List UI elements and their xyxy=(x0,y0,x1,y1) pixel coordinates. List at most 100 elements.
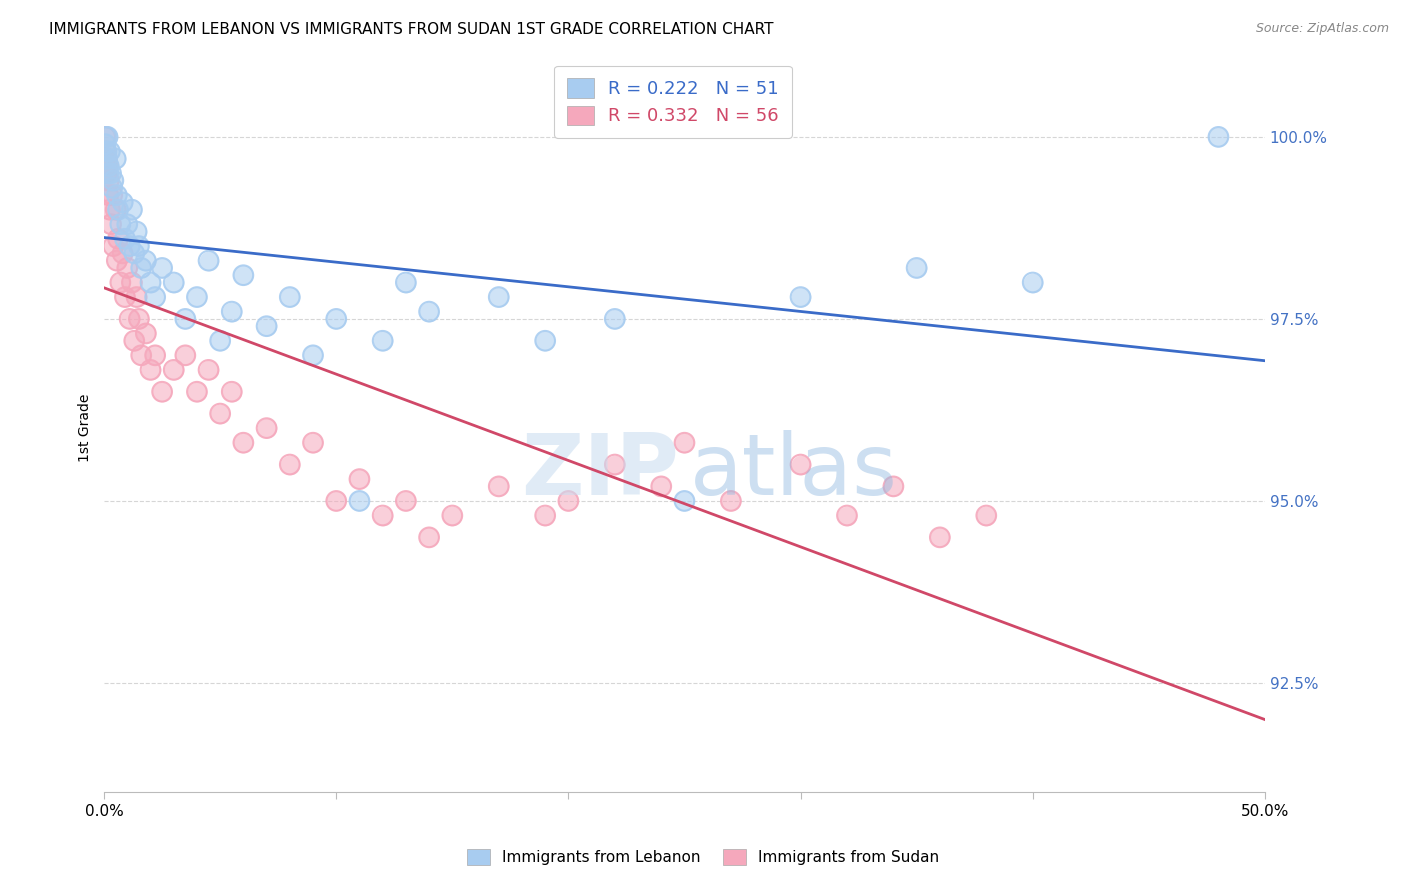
Point xyxy=(139,363,162,377)
Point xyxy=(135,253,157,268)
Point xyxy=(101,188,124,202)
Point xyxy=(128,239,150,253)
Point xyxy=(94,129,117,144)
Point xyxy=(139,276,162,290)
Point xyxy=(302,348,325,362)
Point xyxy=(673,494,696,508)
Point xyxy=(100,217,122,231)
Point xyxy=(104,202,127,217)
Point xyxy=(395,276,418,290)
Point xyxy=(418,304,440,318)
Point xyxy=(534,508,557,523)
Point xyxy=(441,508,464,523)
Point xyxy=(197,363,219,377)
Point xyxy=(97,173,120,187)
Point xyxy=(150,384,173,399)
Text: IMMIGRANTS FROM LEBANON VS IMMIGRANTS FROM SUDAN 1ST GRADE CORRELATION CHART: IMMIGRANTS FROM LEBANON VS IMMIGRANTS FR… xyxy=(49,22,773,37)
Point xyxy=(104,202,127,217)
Legend: Immigrants from Lebanon, Immigrants from Sudan: Immigrants from Lebanon, Immigrants from… xyxy=(461,843,945,871)
Point xyxy=(122,334,145,348)
Point xyxy=(603,458,626,472)
Point xyxy=(128,312,150,326)
Point xyxy=(103,173,125,187)
Point xyxy=(349,472,371,486)
Point xyxy=(418,304,440,318)
Point xyxy=(129,348,152,362)
Point xyxy=(96,129,118,144)
Point xyxy=(278,458,301,472)
Point xyxy=(100,166,122,180)
Point xyxy=(534,508,557,523)
Point xyxy=(107,202,129,217)
Point xyxy=(135,253,157,268)
Point xyxy=(114,290,136,304)
Point xyxy=(441,508,464,523)
Point xyxy=(94,145,117,159)
Point xyxy=(150,260,173,275)
Point xyxy=(174,312,197,326)
Point xyxy=(96,166,118,180)
Point xyxy=(117,217,139,231)
Point xyxy=(789,290,811,304)
Point xyxy=(302,435,325,450)
Point xyxy=(209,334,232,348)
Point xyxy=(125,290,148,304)
Point xyxy=(96,166,118,180)
Point xyxy=(488,479,510,493)
Point xyxy=(96,152,118,166)
Point xyxy=(107,232,129,246)
Point xyxy=(118,312,141,326)
Point xyxy=(121,202,143,217)
Y-axis label: 1st Grade: 1st Grade xyxy=(79,394,93,462)
Legend: R = 0.222   N = 51, R = 0.332   N = 56: R = 0.222 N = 51, R = 0.332 N = 56 xyxy=(554,66,792,138)
Point xyxy=(96,145,118,159)
Point xyxy=(97,159,120,173)
Point xyxy=(221,384,243,399)
Point xyxy=(789,458,811,472)
Point xyxy=(232,435,254,450)
Point xyxy=(111,195,134,210)
Point xyxy=(256,421,278,435)
Point xyxy=(111,246,134,260)
Point xyxy=(418,530,440,544)
Text: ZIP: ZIP xyxy=(520,430,679,513)
Point xyxy=(139,363,162,377)
Point xyxy=(121,276,143,290)
Point xyxy=(129,260,152,275)
Point xyxy=(111,195,134,210)
Point xyxy=(186,384,208,399)
Point xyxy=(209,334,232,348)
Point xyxy=(97,173,120,187)
Point xyxy=(110,276,132,290)
Point xyxy=(197,363,219,377)
Point xyxy=(94,137,117,152)
Point xyxy=(96,152,118,166)
Point xyxy=(603,312,626,326)
Point xyxy=(105,253,128,268)
Point xyxy=(150,384,173,399)
Point xyxy=(101,188,124,202)
Point xyxy=(488,479,510,493)
Point xyxy=(232,435,254,450)
Point xyxy=(117,260,139,275)
Point xyxy=(256,319,278,334)
Point xyxy=(94,129,117,144)
Point xyxy=(905,260,928,275)
Point xyxy=(100,166,122,180)
Point xyxy=(163,276,186,290)
Point xyxy=(107,202,129,217)
Point xyxy=(103,173,125,187)
Point xyxy=(278,290,301,304)
Point xyxy=(325,494,347,508)
Point xyxy=(96,145,118,159)
Point xyxy=(143,290,166,304)
Point xyxy=(101,181,124,195)
Point xyxy=(163,276,186,290)
Point xyxy=(325,312,347,326)
Point xyxy=(97,166,120,180)
Point xyxy=(104,152,127,166)
Text: atlas: atlas xyxy=(690,430,898,513)
Point xyxy=(97,159,120,173)
Point xyxy=(96,152,118,166)
Point xyxy=(117,217,139,231)
